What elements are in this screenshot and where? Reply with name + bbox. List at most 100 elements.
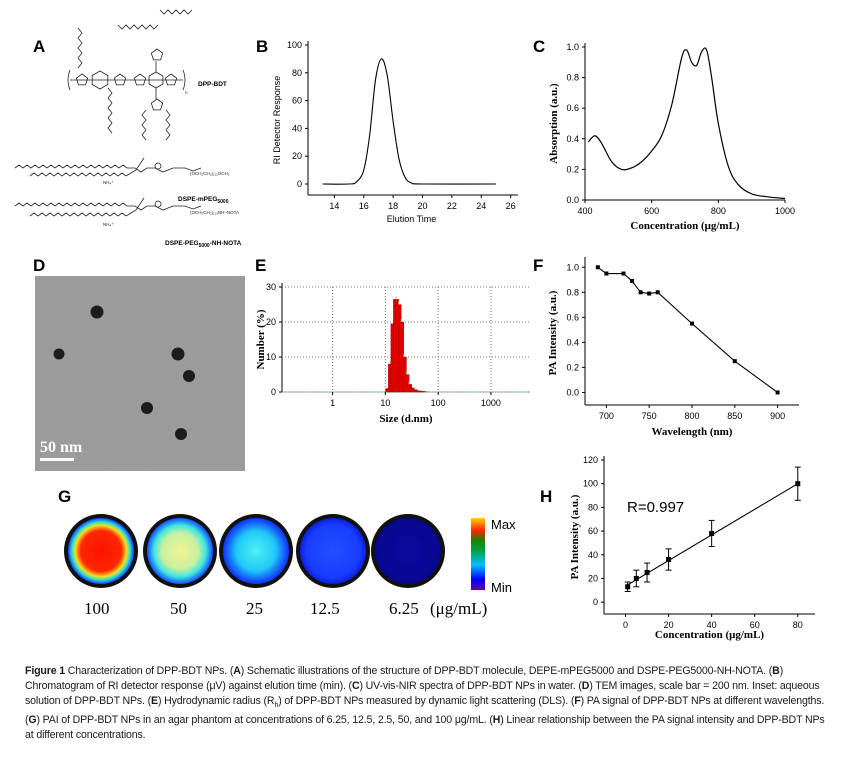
thiophene-ring xyxy=(164,73,178,86)
chart-h-pa-concentration: 0 20 40 60 80 100 120 0 20 40 60 80 Concentration (μ… xyxy=(569,455,815,641)
nanoparticles xyxy=(53,305,195,440)
repeat-n: n xyxy=(185,90,188,95)
dspe-nota-label: DSPE-PEG5000-NH-NOTA xyxy=(165,240,242,249)
y-tick-label: 100 xyxy=(583,479,598,489)
conc-label-12-5: 12.5 xyxy=(310,599,340,618)
data-point xyxy=(638,290,643,295)
x-tick-label: 1000 xyxy=(481,398,501,408)
x-tick-label: 60 xyxy=(750,620,760,630)
panel-label-f: F xyxy=(533,256,543,275)
absorption-line xyxy=(587,47,786,200)
figure-caption: Figure 1 Characterization of DPP-BDT NPs… xyxy=(25,664,830,743)
x-tick-label: 18 xyxy=(388,201,398,211)
data-point xyxy=(633,575,639,581)
alkyl-chain xyxy=(77,27,83,69)
x-tick-label: 400 xyxy=(577,206,592,216)
chart-f-pa-wavelength: 0.0 0.2 0.4 0.6 0.8 1.0 700 750 800 850 900 Wavelen… xyxy=(547,257,799,438)
thiophene-ring xyxy=(75,73,89,86)
x-tick-label: 800 xyxy=(711,206,726,216)
data-point xyxy=(647,291,652,296)
dspe-mpeg-label: DSPE-mPEG5000 xyxy=(178,196,229,205)
alkyl-chain xyxy=(165,109,171,141)
dpp-bdt-label: DPP-BDT xyxy=(198,81,227,88)
caption-text: ) Schematic illustrations of the structu… xyxy=(240,665,773,677)
thiophene-ring xyxy=(150,98,164,111)
scale-bar-label: 50 nm xyxy=(40,439,83,456)
conc-label-50: 50 xyxy=(170,599,187,618)
ammonium-text-2: NH₄⁺ xyxy=(103,222,114,227)
panel-label-a: A xyxy=(33,37,45,56)
dspe-mpeg-sub: 5000 xyxy=(217,199,228,205)
chart-c-absorption: 0.0 0.2 0.4 0.6 0.8 1.0 400 600 800 1000 Concentra… xyxy=(548,42,795,232)
caption-body: Characterization of DPP-BDT NPs. (A) Sch… xyxy=(25,665,825,741)
y-tick-label: 0.4 xyxy=(566,337,579,347)
mpeg-chain-text: (OCH₂CH₂)₁₁₂OCH₃ xyxy=(190,171,230,176)
phosphate-atom xyxy=(154,162,162,170)
caption-text: ) PAI of DPP-BDT NPs in an agar phantom … xyxy=(36,714,493,727)
x-axis-title: Concentration (μg/mL) xyxy=(630,220,740,232)
y-tick-label: 40 xyxy=(588,550,598,560)
alkyl-chain xyxy=(141,109,147,141)
y-axis-title: PA Intensity (a.u.) xyxy=(569,494,581,579)
data-point xyxy=(604,271,609,276)
polymer-bracket xyxy=(67,69,186,91)
alkyl-chain xyxy=(117,24,159,30)
y-tick-label: 80 xyxy=(588,502,598,512)
alkyl-chain xyxy=(14,164,128,169)
figure-panels: A B C D E F G H DPP-BDT n (OCH₂CH₂)₁₁₂OC… xyxy=(14,9,815,641)
y-tick-label: 0.2 xyxy=(566,362,579,372)
y-axis-title: Number (%) xyxy=(255,309,267,369)
phantom-12-5 xyxy=(296,514,370,588)
panel-label-d: D xyxy=(33,256,45,275)
y-axis-title: RI Detector Response xyxy=(272,76,282,165)
y-tick-label: 30 xyxy=(266,282,276,292)
caption-text: ) Chromatogram of RI detector response (… xyxy=(25,665,784,692)
x-axis-title: Size (d.nm) xyxy=(379,413,433,425)
alkyl-chain xyxy=(29,172,127,177)
caption-panel-ref: E xyxy=(151,695,158,707)
y-tick-label: 0.6 xyxy=(566,312,579,322)
y-tick-label: 20 xyxy=(266,317,276,327)
x-tick-label: 100 xyxy=(431,398,446,408)
data-point xyxy=(795,481,801,487)
data-point xyxy=(732,359,737,364)
caption-text: ) Linear relationship between the PA sig… xyxy=(25,714,825,742)
caption-text: ) UV-vis-NIR spectra of DPP-BDT NPs in w… xyxy=(359,680,582,692)
x-tick-label: 14 xyxy=(329,201,339,211)
conc-label-6-25: 6.25 xyxy=(389,599,419,618)
data-point xyxy=(595,265,600,270)
x-tick-label: 0 xyxy=(623,620,628,630)
y-tick-label: 10 xyxy=(266,352,276,362)
caption-text: ) Hydrodynamic radius (R xyxy=(157,695,275,707)
x-tick-label: 750 xyxy=(642,411,657,421)
x-tick-label: 16 xyxy=(359,201,369,211)
x-tick-label: 80 xyxy=(793,620,803,630)
y-tick-label: 0.4 xyxy=(566,134,579,144)
y-axis-title: Absorption (a.u.) xyxy=(548,83,560,164)
x-tick-label: 1 xyxy=(330,398,335,408)
caption-panel-ref: H xyxy=(492,714,501,727)
y-tick-label: 60 xyxy=(588,526,598,536)
data-point xyxy=(625,584,631,590)
y-tick-label: 80 xyxy=(292,68,302,78)
panel-label-b: B xyxy=(256,37,268,56)
glycerol-linker xyxy=(125,157,145,177)
x-tick-label: 1000 xyxy=(775,206,795,216)
data-point xyxy=(666,557,672,563)
panel-label-g: G xyxy=(58,487,71,506)
thiophene-ring xyxy=(133,73,147,86)
x-tick-label: 10 xyxy=(380,398,390,408)
phantom-100 xyxy=(64,514,138,588)
alkyl-chain xyxy=(107,87,113,134)
caption-panel-ref: G xyxy=(28,714,37,727)
glycerol-linker xyxy=(125,197,145,217)
x-tick-label: 900 xyxy=(770,411,785,421)
series-line xyxy=(597,266,778,393)
chemical-structures xyxy=(14,9,202,217)
nota-chain-text: (OCH₂CH₂)₁₁₃NH–NOTA xyxy=(190,210,239,215)
caption-panel-ref: F xyxy=(574,695,581,707)
r-value-annotation: R=0.997 xyxy=(627,499,684,516)
data-point xyxy=(630,279,635,284)
data-point xyxy=(655,290,660,295)
caption-text: ) PA signal of DPP-BDT NPs at different … xyxy=(25,695,825,727)
